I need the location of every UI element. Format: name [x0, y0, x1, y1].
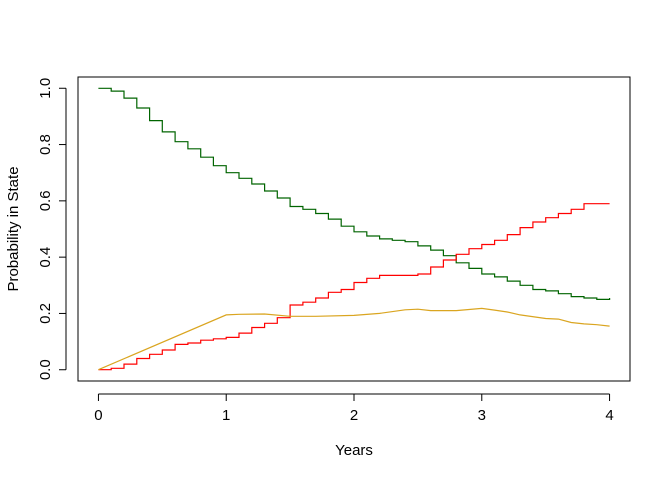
- y-axis: 0.0 0.2 0.4 0.6 0.8 1.0: [37, 78, 67, 380]
- y-tick-label: 1.0: [37, 78, 54, 99]
- series-line-3: [98, 307, 610, 371]
- y-tick-label: 0.2: [37, 303, 54, 324]
- y-tick-label: 0.6: [37, 190, 54, 211]
- series-layer: [98, 87, 611, 371]
- x-tick-label: 4: [605, 407, 613, 424]
- y-tick-label: 0.4: [37, 247, 54, 268]
- x-tick-label: 1: [222, 407, 230, 424]
- series-line-2: [98, 203, 610, 371]
- x-tick-label: 0: [94, 407, 102, 424]
- y-axis-label: Probability in State: [5, 166, 22, 291]
- x-tick-label: 3: [478, 407, 486, 424]
- x-axis-label: Years: [335, 442, 373, 459]
- y-tick-label: 0.0: [37, 359, 54, 380]
- y-tick-label: 0.8: [37, 134, 54, 155]
- series-line-1: [98, 87, 611, 300]
- x-axis: 0 1 2 3 4: [94, 393, 614, 424]
- x-tick-label: 2: [350, 407, 358, 424]
- plot-box: [77, 76, 631, 382]
